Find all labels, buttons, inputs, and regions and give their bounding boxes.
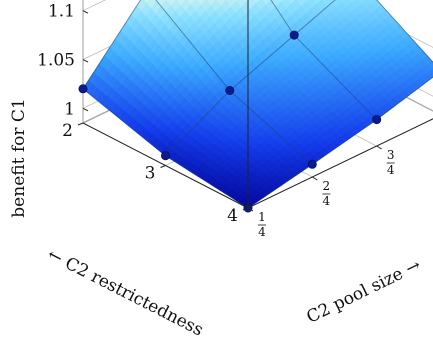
surface [82,0,433,209]
y-axis-label: ← C2 restrictedness [44,245,206,341]
x-tick-numerator: 2 [323,179,331,193]
y-tick [160,165,166,168]
box-edge [247,118,433,209]
mesh-line-restrictedness [82,0,142,90]
x-tick [247,207,254,212]
x-tick-denominator: 4 [387,163,395,177]
z-axis-label: benefit for C1 [9,98,29,217]
data-point [307,159,317,169]
x-tick-numerator: 1 [258,210,266,224]
z-tick [82,59,89,63]
y-tick-label: 3 [145,164,156,184]
axis-box-front [77,0,433,212]
surface-patch [243,0,249,3]
x-tick [312,176,318,181]
surface-patch [143,0,150,4]
data-point [289,30,299,40]
z-tick [82,10,89,14]
z-tick-label: 1 [64,99,75,119]
z-tick-label: 1.05 [37,51,75,71]
data-point [372,115,382,125]
mesh-line-restrictedness [247,76,433,209]
data-points [78,30,382,213]
data-point [225,86,235,96]
tick-labels: 11.051.123414243444 [37,2,395,239]
z-tick-label: 1.1 [48,2,75,22]
x-axis-label: C2 pool size → [304,255,424,327]
x-tick-numerator: 3 [387,148,395,162]
y-tick [77,122,84,126]
mesh-line-pool [376,0,433,63]
y-tick-label: 4 [227,206,238,226]
y-tick-label: 2 [62,121,73,141]
mesh-line-restrictedness [165,0,336,157]
x-tick-denominator: 4 [258,225,266,239]
x-tick-denominator: 4 [323,194,331,208]
y-tick [242,207,249,211]
z-tick [82,107,89,112]
x-tick [376,145,382,150]
data-point [78,84,88,94]
data-point [161,151,171,161]
